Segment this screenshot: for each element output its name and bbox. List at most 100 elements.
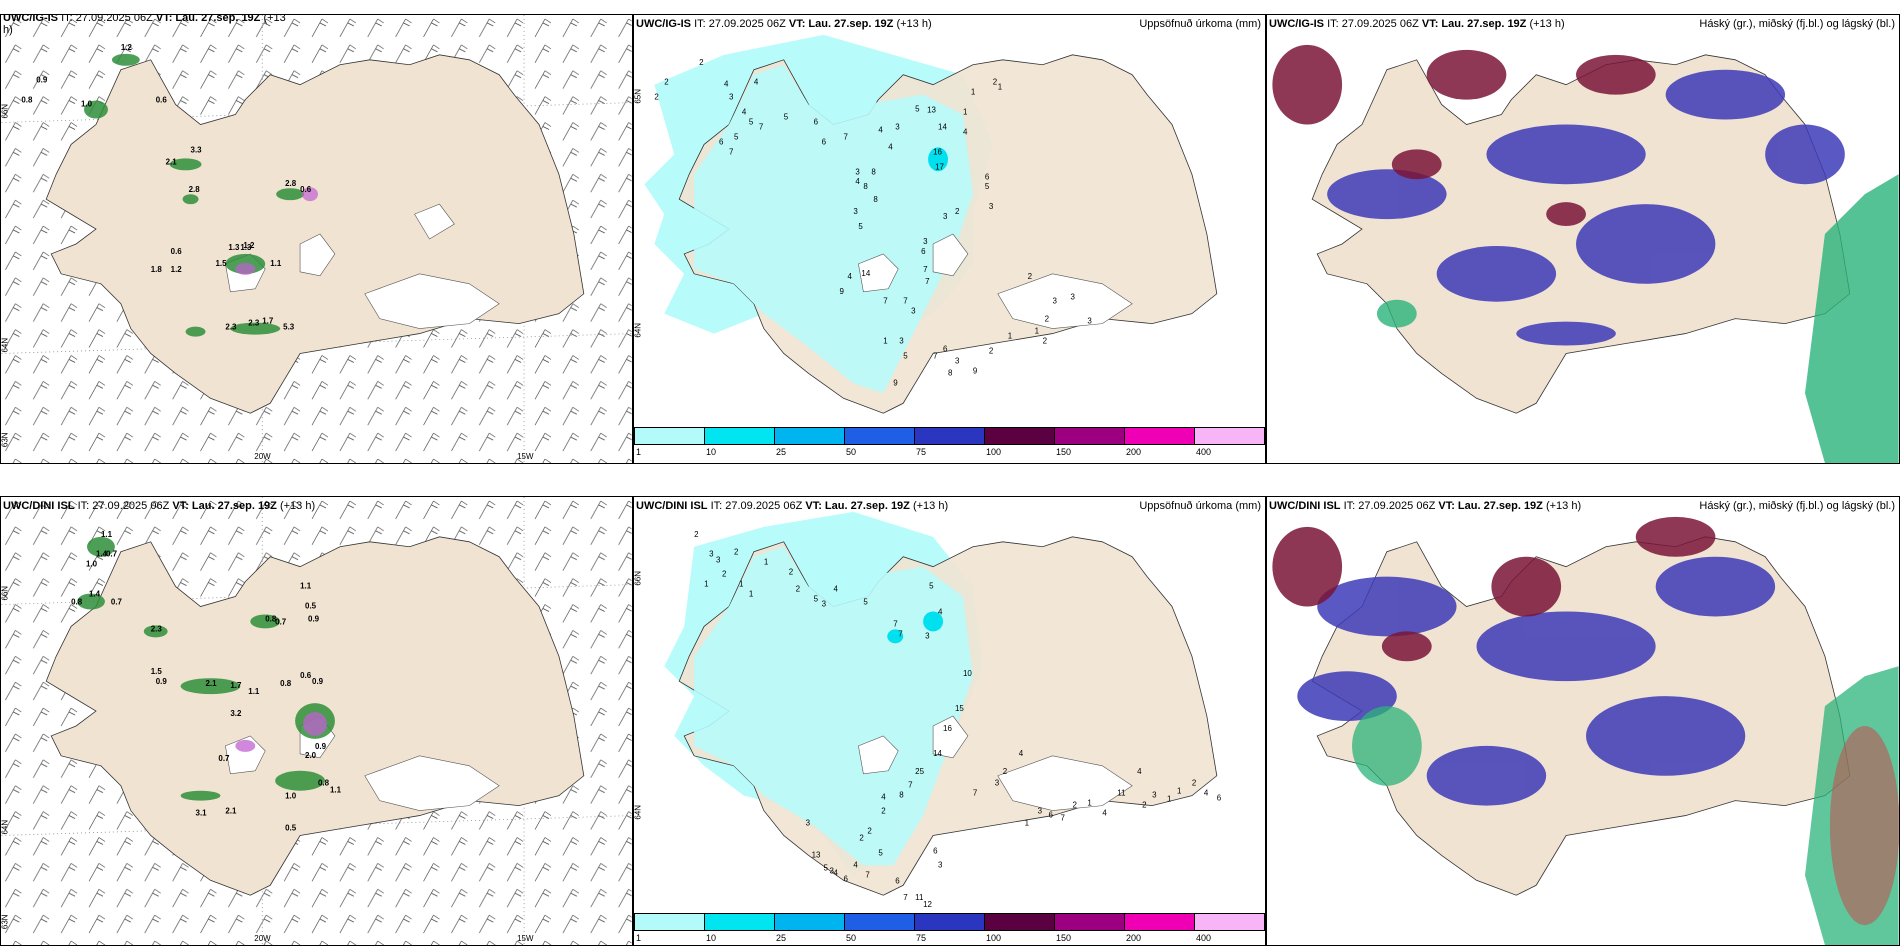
map-value-label: 0.8 bbox=[265, 614, 277, 623]
map-value-label: 7 bbox=[843, 132, 848, 141]
map-value-label: 1 bbox=[971, 88, 976, 97]
map-value-label: 1 bbox=[749, 590, 754, 599]
map-value-label: 11 bbox=[915, 893, 924, 902]
map-value-label: 7 bbox=[933, 351, 938, 360]
map-value-label: 2 bbox=[955, 207, 960, 216]
map-value-label: 4 bbox=[878, 125, 883, 134]
panel-bottom-wind: UWC/DINI ISL IT: 27.09.2025 06Z VT: Lau.… bbox=[0, 496, 633, 946]
precip-areas bbox=[84, 53, 305, 337]
colorbar-tick: 400 bbox=[1196, 933, 1212, 943]
colorbar-segment bbox=[774, 427, 845, 445]
wind-map: 1.20.90.8 1.0 0.62.13.32.8 0.62.80.61.8 1.21… bbox=[1, 15, 632, 463]
map-value-label: 6 bbox=[843, 874, 848, 883]
panel-header: UWC/DINI ISL IT: 27.09.2025 06Z VT: Lau.… bbox=[636, 500, 1261, 512]
map-value-label: 7 bbox=[729, 147, 734, 156]
colorbar-tick: 400 bbox=[1196, 447, 1212, 457]
colorbar-tick: 75 bbox=[916, 933, 927, 943]
colorbar-tick: 1 bbox=[636, 447, 642, 457]
lat-label: 66N bbox=[1, 104, 9, 119]
panel-header: UWC/IG-IS IT: 27.09.2025 06Z VT: Lau. 27… bbox=[3, 14, 286, 36]
lon-label: 15W bbox=[517, 934, 534, 943]
glaciers bbox=[858, 715, 1133, 811]
map-value-label: 2 bbox=[993, 78, 998, 87]
colorbar-segment bbox=[914, 913, 985, 931]
map-value-label: 5 bbox=[985, 182, 990, 191]
colorbar-tick: 50 bbox=[846, 447, 857, 457]
map-value-label: 7 bbox=[903, 893, 908, 902]
precip-max bbox=[928, 147, 949, 172]
map-value-label: 1.4 bbox=[96, 550, 108, 559]
lat-label: 66N bbox=[1, 586, 9, 601]
map-value-label: 4 bbox=[724, 80, 729, 89]
value-labels: 1.11.40.71.01.40.8 0.72.30.81.10.50.90.71… bbox=[71, 530, 341, 833]
colorbar-segment bbox=[1124, 427, 1195, 445]
lat-label: 65N bbox=[634, 89, 642, 104]
lat-label: 64N bbox=[1, 820, 9, 835]
colorbar-tick: 10 bbox=[706, 447, 717, 457]
map-value-label: 2.8 bbox=[189, 185, 201, 194]
map-value-label: 5 bbox=[814, 595, 819, 604]
panel-header: UWC/IG-IS IT: 27.09.2025 06Z VT: Lau. 27… bbox=[1269, 18, 1895, 30]
map-value-label: 1.2 bbox=[171, 265, 183, 274]
map-value-label: 3 bbox=[1038, 807, 1043, 816]
high-clouds bbox=[1272, 44, 1656, 227]
map-value-label: 7 bbox=[925, 277, 930, 286]
panel-header: UWC/IG-IS IT: 27.09.2025 06Z VT: Lau. 27… bbox=[636, 18, 1261, 30]
colorbar-segment bbox=[774, 913, 845, 931]
colorbar-tick: 25 bbox=[776, 933, 787, 943]
colorbar-segment bbox=[1124, 913, 1195, 931]
map-value-label: 4 bbox=[834, 585, 839, 594]
colorbar-segment bbox=[844, 427, 915, 445]
colorbar-segment bbox=[1194, 913, 1265, 931]
colorbar: 1 10 25 50 75 100 150 200 400 bbox=[634, 427, 1265, 463]
map-value-label: 17 bbox=[935, 162, 944, 171]
map-value-label: 5 bbox=[915, 105, 920, 114]
map-value-label: 3 bbox=[830, 866, 835, 875]
map-value-label: 0.9 bbox=[315, 742, 327, 751]
map-value-label: 1.1 bbox=[101, 530, 113, 539]
map-value-label: 0.7 bbox=[106, 550, 118, 559]
map-value-label: 2 bbox=[881, 807, 886, 816]
map-value-label: 11 bbox=[1117, 789, 1126, 798]
map-value-label: 3 bbox=[855, 167, 860, 176]
map-value-label: 13 bbox=[812, 850, 821, 859]
map-value-label: 4 bbox=[1137, 767, 1142, 776]
map-value-label: 25 bbox=[915, 767, 924, 776]
map-value-label: 3.1 bbox=[196, 809, 208, 818]
map-value-label: 3 bbox=[938, 860, 943, 869]
map-value-label: 4 bbox=[754, 78, 759, 87]
map-value-label: 6 bbox=[943, 344, 948, 353]
map-value-label: 4 bbox=[742, 108, 747, 117]
colorbar-segment bbox=[914, 427, 985, 445]
map-value-label: 0.5 bbox=[285, 824, 297, 833]
map-value-label: 5 bbox=[929, 582, 934, 591]
cloud-map bbox=[1272, 516, 1899, 945]
map-value-label: 2.3 bbox=[248, 319, 260, 328]
precip-heavy bbox=[235, 187, 318, 275]
map-value-label: 2.1 bbox=[205, 679, 217, 688]
wind-map: 1.11.40.71.01.40.8 0.72.30.81.10.50.90.71… bbox=[1, 497, 632, 945]
colorbar-tick: 100 bbox=[986, 933, 1002, 943]
map-value-label: 3 bbox=[1152, 791, 1157, 800]
map-value-label: 2 bbox=[989, 346, 994, 355]
map-value-label: 3 bbox=[1070, 293, 1075, 302]
map-value-label: 0.7 bbox=[111, 598, 123, 607]
map-value-label: 5 bbox=[858, 222, 863, 231]
map-value-label: 7 bbox=[759, 122, 764, 131]
colorbar-tick: 200 bbox=[1126, 447, 1142, 457]
map-value-label: 0.6 bbox=[171, 247, 183, 256]
lon-label: 15W bbox=[517, 452, 534, 461]
map-value-label: 16 bbox=[943, 724, 952, 733]
map-value-label: 1.5 bbox=[215, 259, 227, 268]
map-value-label: 4 bbox=[881, 793, 886, 802]
map-value-label: 4 bbox=[1019, 749, 1024, 758]
value-labels: 1.20.90.8 1.0 0.62.13.32.8 0.62.80.61.8 1.21… bbox=[21, 43, 311, 332]
colorbar-tick: 75 bbox=[916, 447, 927, 457]
map-value-label: 7 bbox=[908, 781, 913, 790]
panel-header: UWC/DINI ISL IT: 27.09.2025 06Z VT: Lau.… bbox=[3, 500, 316, 512]
map-value-label: 6 bbox=[921, 247, 926, 256]
